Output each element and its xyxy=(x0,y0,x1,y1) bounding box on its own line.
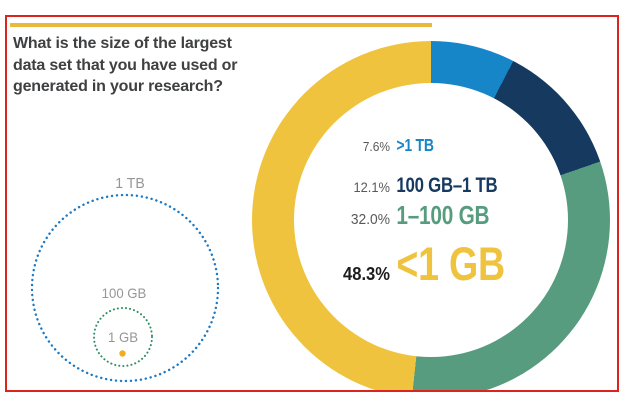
segment-label: >1 TB xyxy=(396,135,434,155)
legend-row: 7.6% >1 TB xyxy=(296,135,556,155)
legend-row: 48.3% <1 GB xyxy=(296,240,556,287)
top-accent-bar xyxy=(10,23,432,27)
pct-value: 48.3% xyxy=(343,264,390,284)
bubble-label-1gb: 1 GB xyxy=(108,329,138,345)
question-line-3: generated in your research? xyxy=(13,78,223,95)
pct-value: 7.6% xyxy=(362,139,390,154)
pct-value: 12.1% xyxy=(353,179,390,195)
pct-value: 32.0% xyxy=(350,211,390,228)
bubble-circle-100gb xyxy=(93,307,153,367)
bubble-label-1tb: 1 TB xyxy=(115,175,145,192)
question-line-2: data set that you have used or xyxy=(13,56,238,74)
bubble-label-100gb: 100 GB xyxy=(101,285,147,301)
question-line-1: What is the size of the largest xyxy=(13,35,232,52)
bubble-circle-1tb xyxy=(30,193,220,383)
question-text: What is the size of the largest data set… xyxy=(13,33,263,98)
segment-label: 1–100 GB xyxy=(396,200,490,230)
segment-label: 100 GB–1 TB xyxy=(396,174,498,197)
bubble-dot-1gb xyxy=(119,350,126,357)
segment-label: <1 GB xyxy=(396,237,505,290)
legend-row: 32.0% 1–100 GB xyxy=(296,202,556,228)
donut-hole xyxy=(294,83,568,357)
bottom-mask xyxy=(0,392,640,403)
legend-row: 12.1% 100 GB–1 TB xyxy=(296,175,556,196)
